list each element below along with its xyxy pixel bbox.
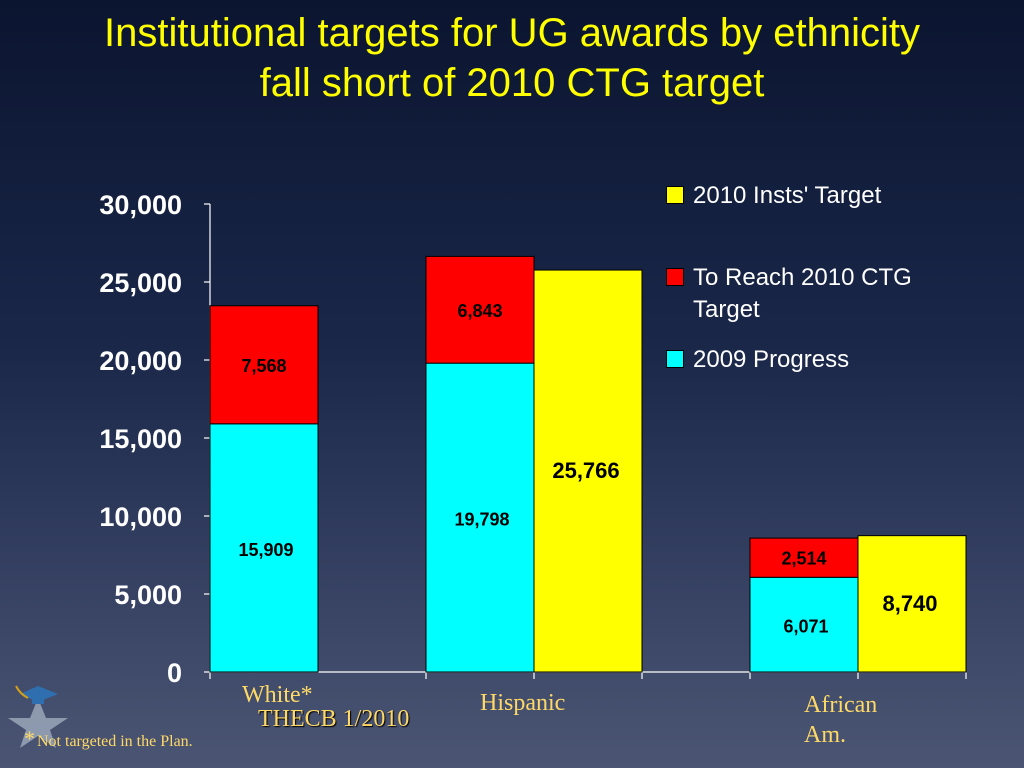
- chart-bars: [209, 255, 967, 673]
- bar-to-reach-ctg-target: [209, 305, 319, 425]
- logo-icon: [8, 685, 68, 748]
- bar-insts-target: [533, 269, 643, 673]
- data-label-to-reach: 7,568: [241, 356, 286, 376]
- category-label-line: Am.: [804, 722, 846, 748]
- source-note: THECB 1/2010: [258, 706, 410, 732]
- data-label-insts-target: 8,740: [882, 591, 937, 616]
- y-tick-label: 0: [167, 658, 182, 688]
- y-tick-label: 20,000: [99, 346, 182, 376]
- legend-label: 2009 Progress: [693, 346, 850, 373]
- legend-item-insts-target: 2010 Insts' Target: [666, 180, 983, 212]
- category-label-line: African: [804, 692, 878, 718]
- category-label-african-am: African Am.: [804, 690, 877, 750]
- data-label-to-reach: 6,843: [457, 301, 502, 321]
- bar-to-reach-ctg-target: [749, 537, 859, 578]
- legend-swatch-cyan: [666, 350, 684, 368]
- footnote-text: Not targeted in the Plan.: [37, 733, 193, 750]
- chart-title: Institutional targets for UG awards by e…: [0, 8, 1024, 108]
- bar-to-reach-ctg-target: [425, 255, 535, 364]
- chart-axes: 0 5,000 10,000 15,000 20,000 25,000 30,000: [99, 190, 967, 688]
- bar-2009-progress: [209, 423, 319, 673]
- y-tick-label: 5,000: [114, 580, 182, 610]
- y-tick-label: 15,000: [99, 424, 182, 454]
- legend-swatch-red: [666, 268, 684, 286]
- y-tick-label: 10,000: [99, 502, 182, 532]
- bar-2009-progress: [749, 576, 859, 673]
- legend-label: To Reach 2010 CTG Target: [693, 264, 912, 323]
- data-label-insts-target: 25,766: [552, 458, 619, 483]
- bar-insts-target: [857, 535, 967, 673]
- y-tick-label: 30,000: [99, 190, 182, 220]
- category-label-hispanic: Hispanic: [480, 690, 566, 716]
- legend-item-to-reach: To Reach 2010 CTG Target: [666, 262, 973, 326]
- title-line-1: Institutional targets for UG awards by e…: [104, 11, 920, 55]
- data-label-to-reach: 2,514: [781, 549, 826, 569]
- legend-label: 2010 Insts' Target: [693, 182, 882, 209]
- data-label-progress: 6,071: [783, 617, 828, 637]
- category-label-white: White*: [242, 682, 313, 708]
- footnote-star: *: [24, 726, 35, 751]
- chart-data-labels: 15,909 7,568 19,798 6,843 25,766 6,071 2,514 8,…: [238, 301, 937, 637]
- bar-2009-progress: [425, 362, 535, 673]
- legend-swatch-yellow: [666, 186, 684, 204]
- title-line-2: fall short of 2010 CTG target: [259, 61, 765, 105]
- footnote: * Not targeted in the Plan.: [24, 726, 193, 752]
- y-tick-label: 25,000: [99, 268, 182, 298]
- legend-item-progress: 2009 Progress: [666, 344, 983, 376]
- data-label-progress: 15,909: [238, 540, 293, 560]
- data-label-progress: 19,798: [454, 510, 509, 530]
